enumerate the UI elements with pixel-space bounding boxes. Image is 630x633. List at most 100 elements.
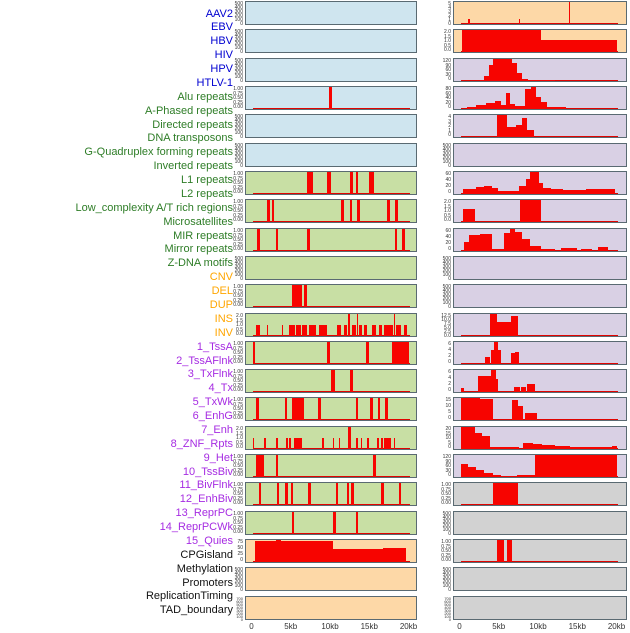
y-tick-label: 0 <box>240 557 243 563</box>
track-label-ebv: EBV <box>210 21 233 33</box>
signal-bar <box>382 547 407 562</box>
signal-bar <box>517 405 524 420</box>
y-axis-ticks-right-locus-9-het: 500 400 300 200 100 0 <box>427 285 451 310</box>
y-tick-label: 0 <box>240 134 243 140</box>
signal-bar <box>597 247 609 251</box>
signal-bar <box>468 467 477 477</box>
y-tick-label: 1.0 <box>236 435 243 441</box>
y-tick-label: 500 <box>442 567 451 573</box>
plot-area <box>460 540 618 562</box>
signal-bar <box>535 455 618 477</box>
signal-bar <box>331 370 335 392</box>
y-axis-ticks-left-locus-cnv: 75 50 25 0 <box>219 540 243 563</box>
y-tick-label: 30 <box>445 467 451 474</box>
track-panel-left-locus-dup <box>245 596 417 620</box>
y-tick-label: 500 <box>442 143 451 149</box>
signal-bar <box>348 427 351 449</box>
track-label-ins: INS <box>214 313 233 325</box>
y-tick-label: 0.50 <box>233 95 243 101</box>
y-tick-label: 20 <box>445 183 451 189</box>
y-tick-label: 200 <box>236 611 243 616</box>
y-tick-label: 0.0 <box>236 331 243 337</box>
signal-bar <box>554 445 571 449</box>
plot-area <box>461 597 618 619</box>
signal-bar <box>373 455 376 477</box>
y-tick-label: 90 <box>445 62 451 69</box>
signal-baseline <box>252 220 410 222</box>
signal-bar <box>393 438 396 449</box>
y-tick-label: 0.00 <box>233 302 243 308</box>
signal-bar <box>370 398 373 420</box>
signal-bar <box>509 229 516 251</box>
signal-bar <box>338 438 341 449</box>
signal-bar <box>318 398 321 420</box>
y-tick-label: 500 <box>236 602 243 607</box>
track-panel-left-locus-a-phased-repeats <box>245 199 417 223</box>
y-tick-label: 1.00 <box>233 199 243 205</box>
plot-area <box>460 483 618 505</box>
x-tick-label: 10kb <box>529 622 547 631</box>
y-tick-label: 2.0 <box>236 426 243 432</box>
track-panel-left-locus-hpv <box>245 114 417 138</box>
track-panel-left-locus-mirror-repeats <box>245 482 417 506</box>
signal-bar <box>349 370 353 392</box>
y-axis-ticks-right-locus-5-txwk: 60 40 20 0 <box>427 172 451 195</box>
track-panel-left-locus-ebv <box>245 29 417 53</box>
y-tick-label: 300 <box>442 151 451 157</box>
y-tick-label: 0 <box>448 359 451 365</box>
signal-baseline <box>460 362 618 364</box>
track-label-del: DEL <box>211 285 233 297</box>
y-tick-label: 7.5 <box>444 321 451 327</box>
y-tick-label: 0.00 <box>233 359 243 365</box>
track-panel-right-locus-3-txflnk <box>453 114 627 138</box>
y-tick-label: 200 <box>444 611 451 616</box>
y-axis-ticks-right-locus-10-tssbiv: 12.5 10.0 7.5 5.0 2.5 0.0 <box>427 314 451 339</box>
track-panel-right-locus-ins <box>453 1 627 25</box>
y-tick-label: 0.75 <box>233 90 243 97</box>
signal-bar <box>396 325 401 336</box>
signal-bar <box>542 187 551 194</box>
plot-area <box>252 87 410 109</box>
y-tick-label: 1.00 <box>233 341 243 347</box>
signal-bar <box>527 130 535 137</box>
plot-area <box>461 568 618 590</box>
plot-area <box>252 285 410 307</box>
signal-bar <box>480 233 492 251</box>
y-tick-label: 1.0 <box>444 208 451 214</box>
track-panel-left-locus-hiv <box>245 86 417 110</box>
plot-area <box>253 115 410 137</box>
y-tick-label: 0 <box>448 304 451 310</box>
y-tick-label: 5.0 <box>444 325 451 331</box>
y-tick-label: 200 <box>442 296 451 302</box>
signal-bar <box>356 314 359 336</box>
y-tick-label: 80 <box>445 86 451 92</box>
y-tick-label: 700 <box>444 596 451 601</box>
signal-bar <box>517 475 536 477</box>
signal-bar <box>497 540 504 562</box>
signal-baseline <box>252 503 410 505</box>
signal-bar <box>498 349 502 364</box>
signal-bar <box>494 342 499 364</box>
y-tick-label: 0.25 <box>233 212 243 219</box>
y-tick-label: 400 <box>234 260 243 266</box>
signal-bar <box>289 438 291 449</box>
signal-baseline <box>460 22 618 24</box>
y-tick-label: 500 <box>234 1 243 7</box>
y-tick-label: 200 <box>234 126 243 132</box>
y-tick-label: 400 <box>442 260 451 266</box>
signal-bar <box>307 172 313 194</box>
y-tick-label: 0.50 <box>441 491 451 497</box>
signal-bar <box>515 232 522 251</box>
y-tick-label: 120 <box>442 454 451 460</box>
x-tick-label: 20kb <box>607 622 626 631</box>
y-tick-label: 300 <box>442 575 451 581</box>
signal-bar <box>257 229 261 251</box>
signal-bar <box>496 115 507 137</box>
signal-bar <box>349 200 353 222</box>
track-label-l2-repeats: L2 repeats <box>181 188 233 200</box>
y-tick-label: 1.00 <box>233 397 243 403</box>
signal-bar <box>510 316 518 336</box>
y-tick-label: 400 <box>234 33 243 39</box>
